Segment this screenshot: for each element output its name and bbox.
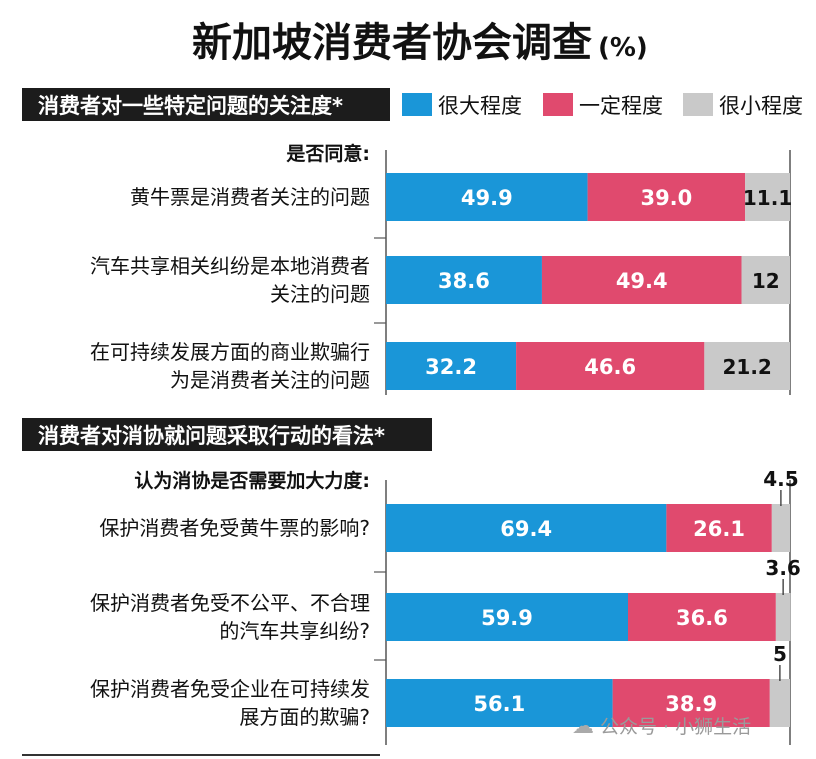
bar-segment-small bbox=[741, 256, 790, 304]
bar-segment-small bbox=[775, 593, 791, 641]
bar-segment-large bbox=[386, 504, 667, 552]
category-label: 黄牛票是消费者关注的问题 bbox=[130, 185, 370, 209]
category-label: 展方面的欺骗? bbox=[239, 705, 370, 729]
data-label-large: 59.9 bbox=[481, 606, 533, 630]
data-label-large: 56.1 bbox=[473, 692, 525, 716]
category-label: 保护消费者免受黄牛票的影响? bbox=[99, 516, 370, 540]
legend: 很大程度 一定程度 很小程度 bbox=[402, 93, 803, 118]
section-2-subtitle: 认为消协是否需要加大力度: bbox=[134, 469, 370, 492]
bar-segment-large bbox=[386, 593, 628, 641]
data-label-large: 69.4 bbox=[500, 517, 552, 541]
section-2-bars: 保护消费者免受黄牛票的影响? 69.4 26.1 4.5 保护消费者免受不公平、不合理的… bbox=[90, 467, 801, 745]
watermark-icon: ☁ bbox=[572, 714, 594, 739]
legend-swatch-some bbox=[543, 93, 573, 116]
bar-segment-large bbox=[386, 256, 542, 304]
section-1-subtitle: 是否同意: bbox=[286, 142, 370, 165]
category-label: 关注的问题 bbox=[270, 282, 370, 306]
data-label-some: 49.4 bbox=[616, 269, 668, 293]
category-label: 的汽车共享纠纷? bbox=[219, 619, 370, 643]
bar-segment-large bbox=[386, 342, 517, 390]
legend-label-small: 很小程度 bbox=[719, 94, 803, 118]
data-label-small: 3.6 bbox=[765, 556, 800, 580]
bar-segment-small bbox=[769, 679, 790, 727]
data-label-large: 49.9 bbox=[461, 186, 513, 210]
data-label-some: 36.6 bbox=[676, 606, 728, 630]
bar-segment-some bbox=[516, 342, 705, 390]
data-label-small: 21.2 bbox=[722, 355, 771, 379]
chart-title: 新加坡消费者协会调查 bbox=[192, 20, 592, 66]
bar-segment-some bbox=[612, 679, 770, 727]
legend-label-large: 很大程度 bbox=[438, 94, 522, 118]
data-label-small: 11.1 bbox=[743, 186, 792, 210]
section-1-title: 消费者对一些特定问题的关注度* bbox=[38, 94, 343, 118]
watermark-text: 公众号 · 小狮生活 bbox=[600, 716, 751, 738]
bar-segment-small bbox=[704, 342, 790, 390]
data-label-some: 46.6 bbox=[584, 355, 636, 379]
section-1-bars: 黄牛票是消费者关注的问题 49.9 39.0 11.1 汽车共享相关纠纷是本地消费者关注… bbox=[90, 150, 792, 395]
bar-segment-some bbox=[541, 256, 742, 304]
bar-segment-small bbox=[745, 173, 790, 221]
section-1-banner bbox=[22, 88, 390, 121]
data-label-some: 26.1 bbox=[693, 517, 745, 541]
bar-segment-small bbox=[771, 504, 790, 552]
bar-segment-some bbox=[666, 504, 772, 552]
data-label-small: 12 bbox=[752, 269, 780, 293]
data-label-some: 38.9 bbox=[665, 692, 717, 716]
chart-title-unit: (%) bbox=[598, 33, 648, 63]
data-label-large: 32.2 bbox=[425, 355, 477, 379]
bar-segment-large bbox=[386, 679, 613, 727]
category-label: 在可持续发展方面的商业欺骗行 bbox=[90, 340, 370, 364]
bar-segment-large bbox=[386, 173, 588, 221]
legend-label-some: 一定程度 bbox=[579, 94, 663, 118]
data-label-some: 39.0 bbox=[640, 186, 692, 210]
data-label-small: 4.5 bbox=[763, 467, 798, 491]
data-label-small: 5 bbox=[773, 642, 787, 666]
bar-segment-some bbox=[587, 173, 746, 221]
data-label-large: 38.6 bbox=[438, 269, 490, 293]
bar-segment-some bbox=[627, 593, 776, 641]
category-label: 保护消费者免受不公平、不合理 bbox=[90, 591, 370, 615]
category-label: 保护消费者免受企业在可持续发 bbox=[90, 677, 370, 701]
legend-swatch-large bbox=[402, 93, 432, 116]
category-label: 为是消费者关注的问题 bbox=[170, 368, 370, 392]
section-2-banner bbox=[22, 418, 432, 451]
section-2-title: 消费者对消协就问题采取行动的看法* bbox=[38, 424, 385, 448]
category-label: 汽车共享相关纠纷是本地消费者 bbox=[90, 254, 370, 278]
legend-swatch-small bbox=[683, 93, 713, 116]
